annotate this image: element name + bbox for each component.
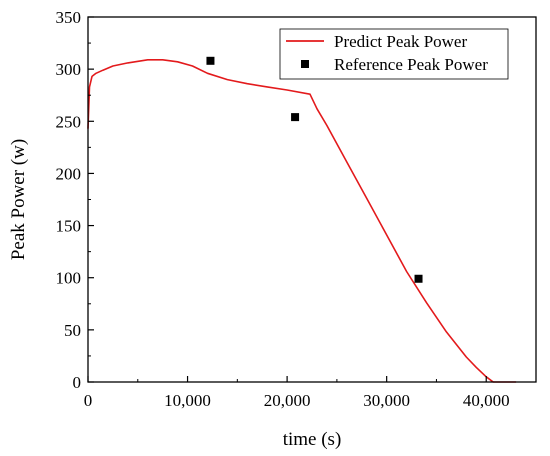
y-tick-label: 300 [56, 60, 82, 79]
x-tick-label: 20,000 [264, 391, 311, 410]
legend-square-marker [301, 60, 309, 68]
y-tick-label: 100 [56, 269, 82, 288]
x-tick-label: 30,000 [363, 391, 410, 410]
y-tick-label: 0 [73, 373, 82, 392]
legend: Predict Peak Power Reference Peak Power [279, 28, 509, 80]
x-axis-title: time (s) [283, 429, 342, 450]
legend-box [279, 28, 509, 80]
y-tick-label: 350 [56, 8, 82, 27]
reference-peak-power-point [206, 56, 215, 65]
x-axis-ticks: 0 10,000 20,000 30,000 40,000 [84, 376, 510, 410]
x-tick-label: 40,000 [463, 391, 510, 410]
y-tick-label: 200 [56, 164, 82, 183]
reference-peak-power-point [414, 274, 423, 283]
predict-peak-power-line [87, 58, 517, 383]
x-tick-label: 10,000 [164, 391, 211, 410]
plot-marks [87, 56, 517, 383]
y-tick-label: 250 [56, 112, 82, 131]
plot-frame [87, 16, 537, 383]
legend-label-reference: Reference Peak Power [334, 55, 488, 74]
x-tick-label: 0 [84, 391, 93, 410]
y-axis-ticks: 0 50 100 150 200 250 300 350 [56, 8, 94, 392]
y-tick-label: 150 [56, 217, 82, 236]
y-tick-label: 50 [64, 321, 81, 340]
reference-peak-power-point [291, 113, 300, 122]
y-axis-title: Peak Power (w) [8, 139, 29, 260]
legend-label-predict: Predict Peak Power [334, 32, 467, 51]
